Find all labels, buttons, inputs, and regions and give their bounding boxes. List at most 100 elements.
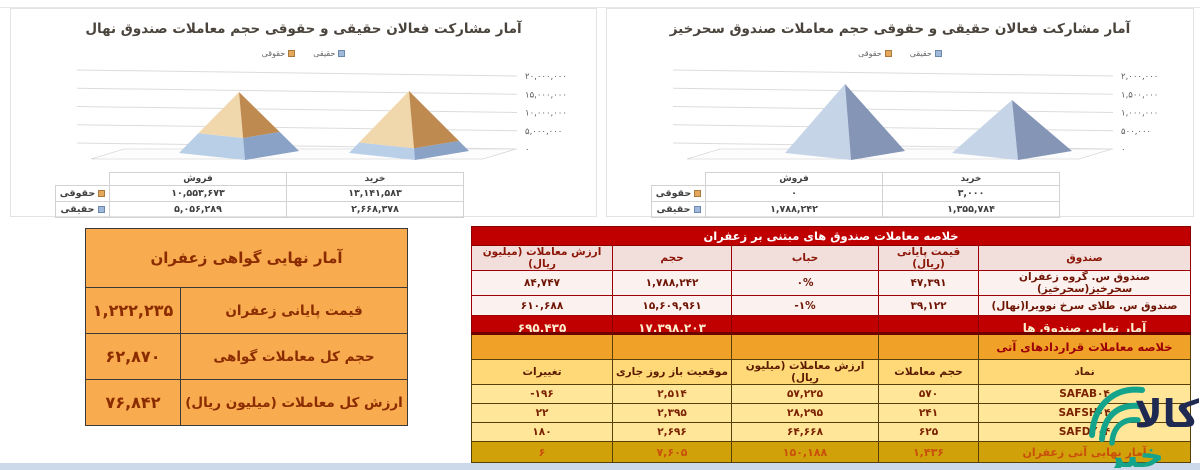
- saffron-certificate-summary-table: آمار نهایی گواهی زعفران قیمت پایانی زعفر…: [84, 228, 409, 426]
- column-header: حجم معاملات: [878, 359, 979, 385]
- pyramid-buy-haghighi-side: [1012, 100, 1072, 160]
- legend-key-blue-icon: [97, 206, 105, 213]
- funds-table-title: خلاصه معاملات صندوق های مبتنی بر زعفران: [470, 226, 1192, 246]
- legend-label: حقوقی: [858, 49, 882, 58]
- fund-close-price: ۳۹,۱۲۲: [878, 295, 980, 316]
- category-header-sell: فروش: [109, 172, 287, 186]
- chart-data-table-saharkhiz: فروش خرید حقوقی ۰ ۳,۰۰۰ حقیقی ۱,۷۸۸,۲۴۲ …: [651, 172, 1060, 218]
- column-header: حجم: [612, 245, 733, 271]
- legend-item-haghighi: حقیقی: [313, 49, 346, 58]
- fund-volume: ۱,۷۸۸,۲۴۲: [612, 270, 733, 296]
- futures-value: ۵۷,۲۲۵: [731, 384, 879, 404]
- gridline: [672, 106, 1114, 113]
- y-axis-tick: ۵۰۰,۰۰۰: [1121, 127, 1151, 137]
- futures-table-title: خلاصه معاملات قراردادهای آتی: [978, 333, 1191, 360]
- futures-volume: ۵۷۰: [878, 384, 979, 404]
- y-axis-tick: ۱۰,۰۰۰,۰۰۰: [525, 109, 567, 119]
- futures-row: SAFDY۰۴ ۶۲۵ ۶۴,۶۶۸ ۲,۶۹۶ ۱۸۰: [471, 422, 1191, 442]
- y-axis-tick: ۵,۰۰۰,۰۰۰: [525, 127, 562, 137]
- futures-value: ۲۸,۲۹۵: [731, 403, 879, 423]
- empty-cell: [471, 333, 613, 360]
- futures-open-positions: ۲,۳۹۵: [612, 403, 732, 423]
- column-header: ارزش معاملات (میلیون ریال): [470, 245, 614, 271]
- fund-value: ۶۱۰,۶۸۸: [470, 295, 614, 316]
- legend-label: حقیقی: [909, 49, 932, 58]
- chart-title-nahal: آمار مشارکت فعالان حقیقی و حقوقی حجم معا…: [85, 21, 522, 37]
- summary-label: آمار نهایی آتی زعفران: [978, 441, 1191, 463]
- futures-change: -۱۹۶: [471, 384, 613, 404]
- pyramid-buy-haghighi-side: [414, 140, 469, 160]
- value-cell: ۵,۰۵۶,۲۸۹: [109, 201, 287, 218]
- category-header-buy: خرید: [286, 172, 464, 186]
- corner-cell: [652, 173, 706, 186]
- futures-open-positions: ۲,۶۹۶: [612, 422, 732, 442]
- kalakhabar-watermark-logo: کالا خبر: [1089, 386, 1200, 468]
- y-axis-tick: ۲۰,۰۰۰,۰۰۰: [525, 72, 567, 82]
- empty-cell: [612, 333, 732, 360]
- fund-value: ۸۴,۷۴۷: [470, 270, 614, 296]
- empty-cell: [878, 333, 979, 360]
- funds-header-row: صندوق قیمت پایانی (ریال) حباب حجم ارزش م…: [470, 245, 1192, 271]
- row-value: ۱,۲۲۲,۲۳۵: [84, 287, 182, 334]
- value-cell: ۰: [705, 185, 883, 202]
- legend-item-haghighi: حقیقی: [910, 49, 942, 58]
- legend-key-orange-icon: [694, 190, 702, 197]
- series-label-cell: حقیقی: [55, 201, 110, 218]
- bottom-blue-bar: [0, 463, 1200, 470]
- fund-bubble: -۱%: [731, 295, 880, 316]
- summary-change: ۶: [471, 441, 613, 463]
- saffron-funds-table: خلاصه معاملات صندوق های مبتنی بر زعفران …: [470, 226, 1192, 341]
- category-header-buy: خرید: [882, 172, 1060, 186]
- legend-key-blue-icon: [338, 50, 346, 57]
- series-label-cell: حقیقی: [651, 201, 706, 218]
- y-axis-tick: ۲,۰۰۰,۰۰۰: [1121, 72, 1158, 82]
- chart-panel-saharkhiz: آمار مشارکت فعالان حقیقی و حقوقی حجم معا…: [606, 8, 1194, 218]
- futures-volume: ۲۴۱: [878, 403, 979, 423]
- fund-name: صندوق س. گروه زعفران سحرخیز(سحرخیز): [978, 270, 1192, 296]
- value-cell: ۱۰,۵۵۳,۶۷۳: [109, 185, 287, 202]
- pyramid-chart-nahal: ۲۰,۰۰۰,۰۰۰ ۱۵,۰۰۰,۰۰۰ ۱۰,۰۰۰,۰۰۰ ۵,۰۰۰,۰…: [76, 69, 567, 160]
- corner-cell: [56, 173, 110, 186]
- summary-volume: ۱,۴۳۶: [878, 441, 979, 463]
- fund-row: صندوق س. طلای سرخ نوویرا(نهال) ۳۹,۱۲۲ -۱…: [470, 295, 1192, 316]
- y-axis-tick: ۱۵,۰۰۰,۰۰۰: [525, 90, 567, 100]
- pyramid-sell-haghighi-front: [179, 133, 245, 160]
- row-label: ارزش کل معاملات (میلیون ریال): [180, 379, 409, 426]
- row-label: حجم کل معاملات گواهی: [180, 333, 409, 380]
- pyramid-buy-hoghughi-front: [359, 91, 414, 149]
- futures-title-row: خلاصه معاملات قراردادهای آتی: [471, 333, 1191, 360]
- certificate-table-title: آمار نهایی گواهی زعفران: [84, 228, 409, 288]
- fund-volume: ۱۵,۶۰۹,۹۶۱: [612, 295, 733, 316]
- futures-row: SAFSH۰۴ ۲۴۱ ۲۸,۲۹۵ ۲,۳۹۵ ۲۲: [471, 403, 1191, 423]
- y-axis-tick: ۱,۰۰۰,۰۰۰: [1121, 109, 1158, 119]
- gridline: [76, 69, 518, 77]
- gridline: [672, 69, 1114, 77]
- top-divider: [0, 7, 1200, 8]
- legend-item-hoghughi: حقوقی: [858, 49, 892, 58]
- row-label: قیمت پایانی زعفران: [180, 287, 409, 334]
- row-value: ۷۶,۸۴۲: [84, 379, 182, 426]
- column-header: قیمت پایانی (ریال): [878, 245, 980, 271]
- pyramid-buy-hoghughi-side: [409, 91, 459, 149]
- futures-change: ۲۲: [471, 403, 613, 423]
- column-header: تغییرات: [471, 359, 613, 385]
- futures-summary-row: آمار نهایی آتی زعفران ۱,۴۳۶ ۱۵۰,۱۸۸ ۷,۶۰…: [471, 441, 1191, 463]
- pyramid-sell-haghighi-side: [845, 84, 905, 160]
- value-cell: ۳,۰۰۰: [882, 185, 1060, 202]
- row-value: ۶۲,۸۷۰: [84, 333, 182, 380]
- table-row: حجم کل معاملات گواهی ۶۲,۸۷۰: [84, 333, 409, 380]
- saffron-futures-table: خلاصه معاملات قراردادهای آتی نماد حجم مع…: [471, 332, 1191, 463]
- series-label-cell: حقوقی: [55, 185, 110, 202]
- column-header: نماد: [978, 359, 1191, 385]
- pyramid-buy-haghighi-front: [952, 100, 1018, 160]
- legend-item-hoghughi: حقوقی: [262, 49, 296, 58]
- y-axis-tick: ۰: [525, 145, 530, 155]
- table-row: ارزش کل معاملات (میلیون ریال) ۷۶,۸۴۲: [84, 379, 409, 426]
- futures-change: ۱۸۰: [471, 422, 613, 442]
- fund-row: صندوق س. گروه زعفران سحرخیز(سحرخیز) ۴۷,۳…: [470, 270, 1192, 296]
- pyramid-sell-hoghughi-side: [239, 92, 280, 138]
- table-row: قیمت پایانی زعفران ۱,۲۲۲,۲۳۵: [84, 287, 409, 334]
- futures-header-row: نماد حجم معاملات ارزش معاملات (میلیون ری…: [471, 359, 1191, 385]
- column-header: ارزش معاملات (میلیون ریال): [731, 359, 879, 385]
- logo-arc-icon: [1089, 386, 1145, 438]
